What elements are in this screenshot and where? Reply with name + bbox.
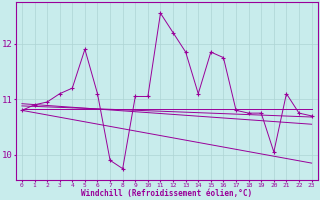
X-axis label: Windchill (Refroidissement éolien,°C): Windchill (Refroidissement éolien,°C) xyxy=(81,189,252,198)
